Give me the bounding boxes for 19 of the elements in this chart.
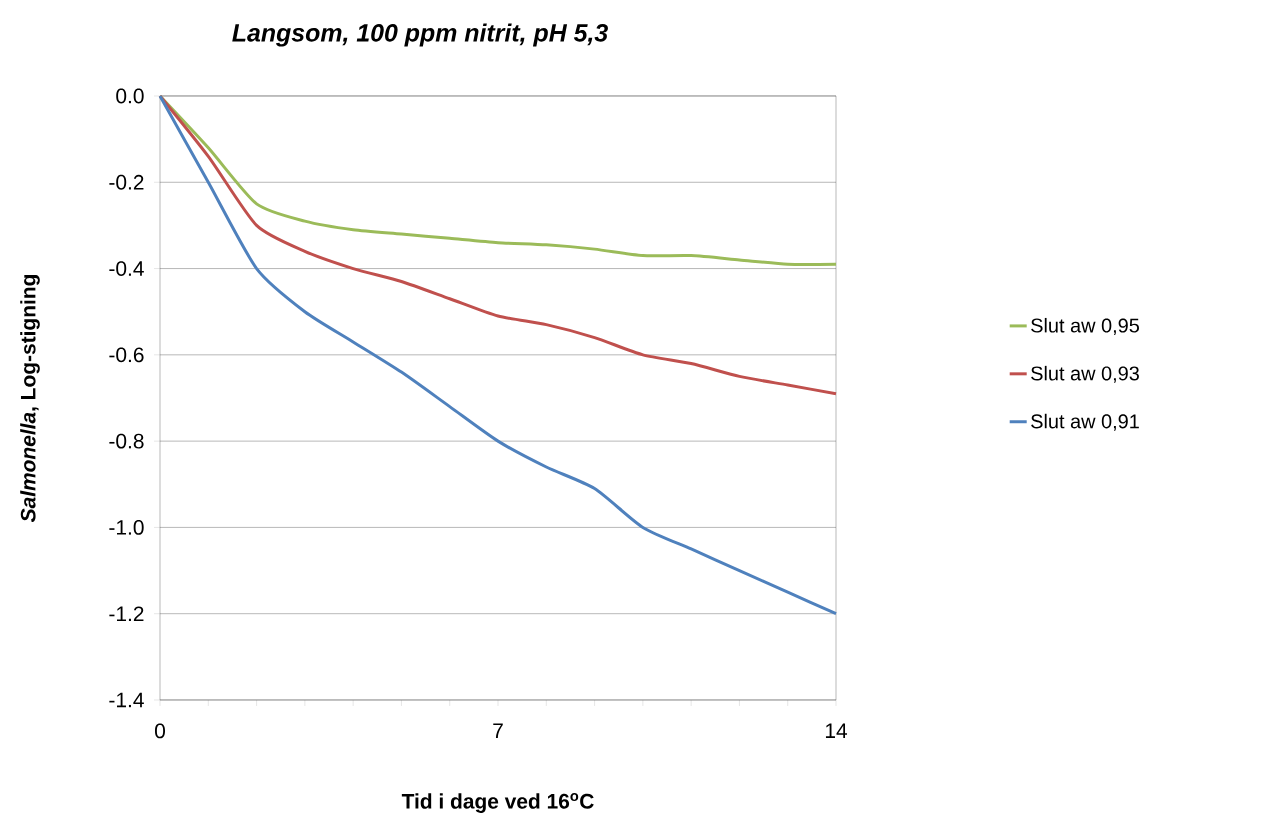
line-series <box>158 94 838 396</box>
y-tick-label: -0.2 <box>109 174 144 190</box>
y-tick-label: 0.0 <box>116 88 144 104</box>
y-tick-label: -1.2 <box>109 606 144 621</box>
y-tick-label: -1.4 <box>109 692 144 708</box>
x-tick-label: 7 <box>493 723 503 738</box>
y-tick-label: -0.4 <box>109 261 144 276</box>
legend-label: Slut aw 0,93 <box>1031 365 1139 383</box>
x-axis-title: Tid i dage ved 16$^{o}$C <box>401 793 594 813</box>
legend-label: Slut aw 0,91 <box>1031 413 1139 431</box>
y-tick-label: -0.8 <box>109 433 144 449</box>
x-tick-label: 14 <box>825 723 848 738</box>
y-axis-title: Salmonella, Log-stigning <box>20 275 40 523</box>
x-tick-label: 0 <box>155 723 165 739</box>
line-series <box>158 94 838 616</box>
y-tick-label: -1.0 <box>109 520 144 535</box>
y-tick-label: -0.6 <box>109 347 144 363</box>
chart-title: Langsom, 100 ppm nitrit, pH 5,3 <box>232 23 608 47</box>
legend-label: Slut aw 0,95 <box>1031 317 1139 335</box>
